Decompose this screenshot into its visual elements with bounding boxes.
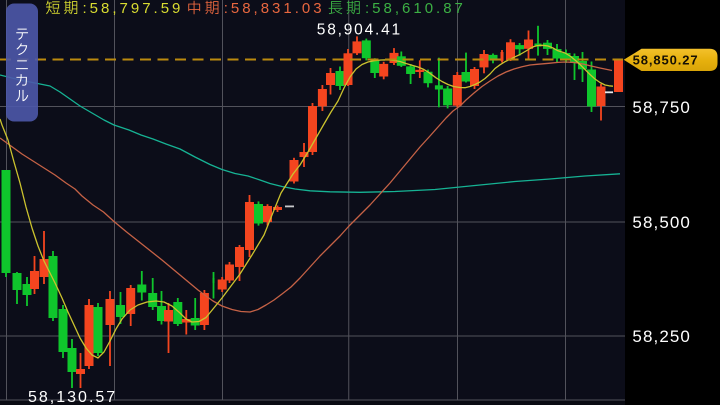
- svg-text:58,750: 58,750: [632, 98, 691, 117]
- svg-text::58,610.87: :58,610.87: [365, 0, 466, 17]
- svg-text::58,831.03: :58,831.03: [224, 0, 325, 17]
- svg-text:58,250: 58,250: [632, 327, 691, 346]
- svg-text:58,500: 58,500: [632, 213, 691, 232]
- svg-text:58,904.41: 58,904.41: [317, 22, 402, 39]
- svg-text:58,850.27: 58,850.27: [633, 53, 699, 68]
- svg-text:58,130.57: 58,130.57: [28, 389, 117, 405]
- svg-text::58,797.59: :58,797.59: [83, 0, 184, 17]
